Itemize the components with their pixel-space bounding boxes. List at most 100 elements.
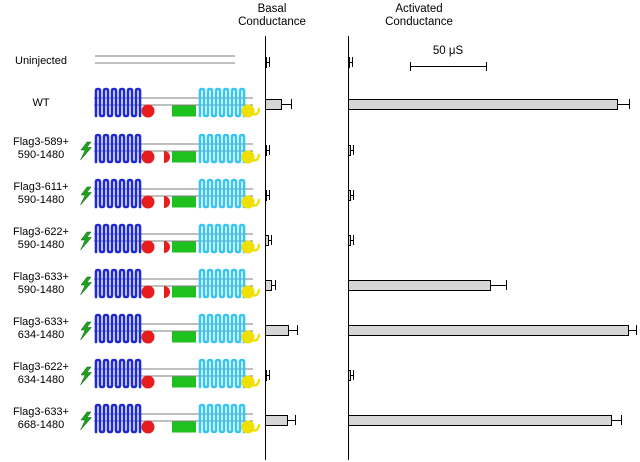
nbd1-circle [141,195,155,209]
basal-bar-8 [265,414,288,426]
construct-schematic-7 [80,358,260,389]
activated-title-line1: Activated [395,3,443,15]
basal-error-line-7 [267,374,269,376]
tmd2-squiggle [198,133,246,164]
row-label-4: Flag3-622+ 590-1480 [0,226,82,252]
tmd1-squiggle [94,87,142,118]
activated-bar-8 [348,414,612,426]
activated-error-cap-7 [352,370,354,380]
basal-axis-line [265,36,266,460]
basal-bar-5 [265,279,272,291]
basal-error-cap-2 [268,145,270,155]
row-label-line: 668-1480 [17,419,65,431]
activated-error-line-7 [351,374,353,376]
row-label-5: Flag3-633+ 590-1480 [0,271,82,297]
construct-schematic-1 [94,87,260,118]
basal-bar-3 [265,189,268,201]
row-label-7: Flag3-622+ 634-1480 [0,361,82,387]
flag-tag-bolt-icon [80,141,93,161]
activated-error-cap-6 [636,325,637,335]
activated-error-cap-4 [352,235,354,245]
basal-error-line-1 [281,103,291,105]
basal-error-line-6 [289,329,297,331]
nbd2-circle [241,195,255,209]
r-domain-rect [172,151,196,163]
tmd1-squiggle [94,358,142,389]
flag-tag-bolt-icon [80,366,93,386]
nbd1-circle [141,240,155,254]
construct-schematic-2 [80,133,260,164]
r-domain-rect [172,241,196,253]
activated-error-cap-3 [352,190,354,200]
tmd1-squiggle [94,133,142,164]
nbd1-circle [141,104,155,118]
nbd2-circle [241,240,255,254]
row-label-line: 590-1480 [17,194,65,206]
tmd1-squiggle [94,268,142,299]
row-label-line: 590-1480 [17,284,65,296]
nbd2-circle [241,285,255,299]
nbd1-circle [141,150,155,164]
scale-bar [410,62,487,71]
activated-error-cap-5 [505,280,507,290]
basal-error-line-2 [267,149,269,151]
basal-bar-4 [265,234,269,246]
nbd2-tail [250,288,260,297]
tmd2-squiggle [198,358,246,389]
nbd1-fragment2-half [164,151,170,163]
tmd1-squiggle [94,313,142,344]
row-label-8: Flag3-633+ 668-1480 [0,406,82,432]
activated-error-line-3 [351,194,353,196]
flag-tag-bolt-icon [80,321,93,341]
construct-schematic-5 [80,268,260,299]
activated-bar-1 [348,98,618,110]
activated-bar-4 [348,234,351,246]
r-domain-rect [172,286,196,298]
construct-schematic-8 [80,403,260,434]
nbd2-tail [250,333,260,342]
basal-error-line-5 [271,284,275,286]
activated-error-line-8 [612,419,621,421]
basal-title-line2: Conductance [238,16,306,28]
nbd1-fragment2-half [164,196,170,208]
tmd2-squiggle [198,403,246,434]
activated-error-cap-8 [621,415,622,425]
construct-schematic-0 [95,55,235,64]
basal-error-cap-6 [296,325,298,335]
basal-error-cap-4 [271,235,272,245]
nbd2-tail [250,243,260,252]
activated-conductance-title: Activated Conductance [376,3,462,29]
row-label-3: Flag3-611+ 590-1480 [0,181,82,207]
nbd2-tail [250,153,260,162]
activated-axis-line [348,36,349,460]
row-label-line: Uninjected [15,55,67,67]
nbd1-circle [141,330,155,344]
tmd2-squiggle [198,268,246,299]
basal-error-cap-3 [268,190,270,200]
basal-conductance-title: Basal Conductance [235,3,309,29]
tmd1-squiggle [94,403,142,434]
row-label-line: Flag3-622+ [13,226,69,238]
activated-bar-5 [348,279,491,291]
basal-error-line-4 [268,239,271,241]
activated-bar-7 [348,369,351,381]
r-domain-rect [172,196,196,208]
scale-bar-label: 50 μS [432,45,464,57]
activated-error-cap-0 [351,57,353,67]
nbd2-tail [250,378,260,387]
tmd2-squiggle [198,313,246,344]
activated-bar-0 [348,56,351,68]
row-label-2: Flag3-589+ 590-1480 [0,136,82,162]
basal-bar-6 [265,324,289,336]
nbd2-circle [241,330,255,344]
basal-bar-7 [265,369,268,381]
activated-error-line-1 [618,103,629,105]
tmd1-squiggle [94,178,142,209]
activated-error-line-5 [490,284,506,286]
basal-bar-2 [265,144,268,156]
basal-error-cap-0 [268,57,270,67]
nbd1-circle [141,285,155,299]
basal-error-cap-8 [295,415,296,425]
nbd2-circle [241,375,255,389]
